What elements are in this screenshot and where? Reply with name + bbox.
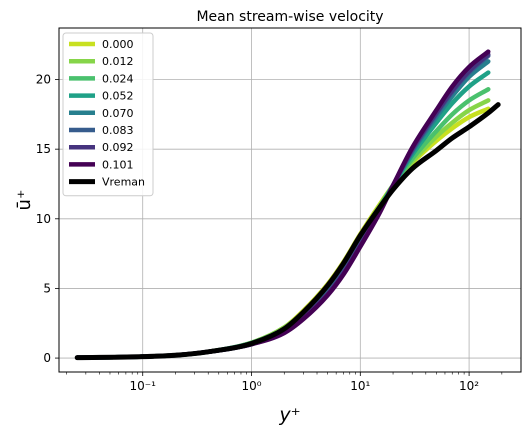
axis-ticks: 10⁻¹ 10⁰ 10¹ 10² 0 5 10 15 20 xyxy=(36,73,503,393)
series-lines xyxy=(74,49,501,361)
x-tick-label: 10⁰ xyxy=(241,379,261,393)
legend-label: 0.052 xyxy=(102,90,134,103)
y-tick-label: 0 xyxy=(43,351,51,365)
legend-label: 0.000 xyxy=(102,38,134,51)
legend-label: 0.092 xyxy=(102,141,134,154)
y-tick-label: 10 xyxy=(36,212,51,226)
legend-label: Vreman xyxy=(102,176,145,189)
series-line-vreman xyxy=(74,102,501,361)
legend-label: 0.083 xyxy=(102,124,134,137)
legend: 0.000 0.012 0.024 0.052 0.070 0.083 0.092 0.101… xyxy=(62,32,154,197)
y-tick-label: 15 xyxy=(36,142,51,156)
chart-title: Mean stream-wise velocity xyxy=(196,9,383,25)
y-axis-label: ū⁺ xyxy=(14,190,35,211)
legend-label: 0.024 xyxy=(102,72,134,85)
x-tick-label: 10² xyxy=(459,379,479,393)
x-axis-label-text: y⁺ xyxy=(278,404,300,426)
x-tick-label: 10¹ xyxy=(350,379,370,393)
y-tick-label: 5 xyxy=(43,281,51,295)
legend-box xyxy=(62,32,154,197)
x-axis-label: y⁺ xyxy=(278,404,300,426)
x-tick-label: 10⁻¹ xyxy=(130,379,157,393)
y-tick-label: 20 xyxy=(36,73,51,87)
y-axis-label-text: ū⁺ xyxy=(14,190,35,211)
legend-label: 0.070 xyxy=(102,107,134,120)
legend-label: 0.012 xyxy=(102,55,134,68)
legend-label: 0.101 xyxy=(102,158,134,171)
plot-frame xyxy=(58,27,522,373)
